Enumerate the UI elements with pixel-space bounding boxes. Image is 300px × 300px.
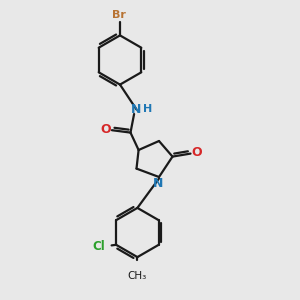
Text: N: N — [131, 103, 142, 116]
Text: N: N — [153, 177, 163, 190]
Text: O: O — [191, 146, 202, 160]
Text: CH₃: CH₃ — [128, 271, 147, 281]
Text: Br: Br — [112, 11, 125, 20]
Text: O: O — [100, 123, 111, 136]
Text: Cl: Cl — [93, 240, 105, 253]
Text: H: H — [143, 104, 152, 115]
